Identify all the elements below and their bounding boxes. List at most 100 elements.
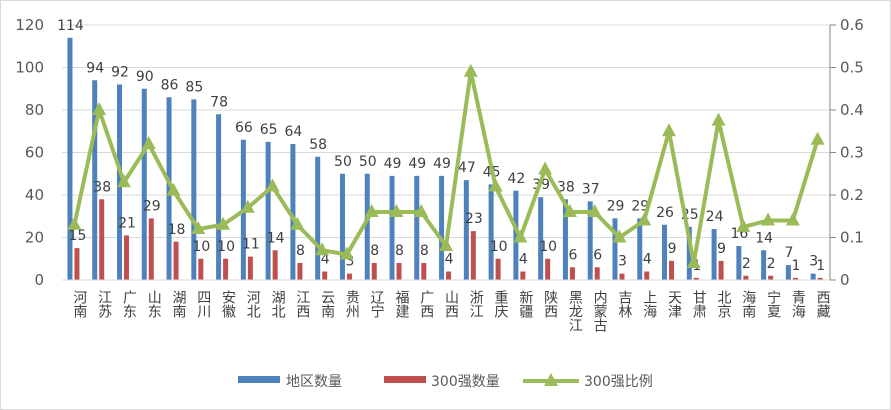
data-label-region: 66 [235,120,253,136]
y-tick-label: 40 [25,186,44,204]
x-tick-label: 甘肃 [691,290,707,318]
data-label-region: 7 [784,245,793,261]
data-label-region: 114 [57,18,84,34]
x-tick-label: 湖北 [270,290,286,319]
data-label-region: 94 [86,60,104,76]
ratio-marker [67,216,82,230]
y2-tick-label: 0.5 [840,59,864,77]
data-label-region: 38 [557,179,575,195]
data-label-region: 3 [809,254,818,270]
bar-top300-count [74,248,80,280]
data-label-region: 50 [334,154,352,170]
data-label-top300: 9 [717,241,726,257]
bar-region-count [191,99,197,280]
ratio-marker [736,218,751,232]
data-label-top300: 8 [296,243,305,259]
ratio-marker [538,161,553,175]
data-label-region: 50 [359,154,377,170]
data-label-top300: 11 [242,237,260,253]
ratio-marker [216,216,231,230]
bar-top300-count [768,275,774,280]
data-label-top300: 6 [593,247,602,263]
x-tick-label: 天津 [666,290,682,318]
x-tick-label: 陕西 [542,290,558,318]
ratio-marker [686,255,701,268]
x-tick-label: 云南 [319,290,335,318]
ratio-marker [513,229,528,243]
bar-top300-count [198,258,204,280]
y2-tick-label: 0 [840,271,850,289]
data-label-region: 42 [507,171,525,187]
ratio-marker [240,199,255,213]
bar-region-count [439,175,445,280]
data-label-top300: 4 [519,252,528,268]
legend-label-region: 地区数量 [286,374,342,390]
bar-top300-count [619,273,625,280]
ratio-marker [463,63,478,77]
bar-top300-count [446,271,452,280]
ratio-marker [439,238,453,251]
bar-top300-count [545,258,551,280]
y2-tick-label: 0.3 [840,144,864,162]
x-tick-label: 内蒙古 [592,290,608,332]
bar-region-count [364,173,370,280]
data-label-region: 47 [458,160,476,176]
data-label-region: 49 [408,156,426,172]
y-tick-label: 0 [34,271,44,289]
bar-region-count [711,229,717,280]
ratio-marker [116,174,131,188]
y-tick-label: 60 [25,144,44,162]
x-tick-label: 北京 [716,290,732,318]
bar-top300-count [173,241,179,280]
data-label-top300: 38 [93,179,111,195]
x-tick-label: 山东 [146,290,162,318]
data-label-top300: 2 [742,256,751,272]
bar-top300-count [644,271,650,280]
data-label-region: 29 [631,198,649,214]
bar-top300-count [223,258,229,280]
x-tick-label: 安徽 [220,290,236,318]
bar-top300-count [693,277,699,280]
x-tick-label: 新疆 [517,290,533,318]
ratio-marker [711,112,726,126]
bar-top300-count [594,267,600,280]
bar-region-count [389,175,395,280]
bar-region-count [662,224,668,280]
legend-swatch-region [238,376,280,383]
x-tick-label: 湖南 [170,290,186,318]
bar-region-count [166,97,172,280]
bar-region-count [686,226,692,280]
x-tick-label: 宁夏 [765,289,781,318]
bar-region-count [587,201,593,280]
bar-region-count [637,218,643,280]
x-tick-label: 四川 [195,290,211,318]
x-tick-label: 贵州 [344,290,360,318]
x-tick-label: 广东 [121,290,137,318]
data-label-top300: 23 [465,211,483,227]
bar-region-count [513,190,519,280]
ratio-marker [389,204,404,217]
bar-top300-count [421,263,427,280]
x-tick-label: 西藏 [815,290,831,318]
data-label-top300: 10 [539,239,557,255]
x-tick-label: 山西 [443,290,459,318]
legend-label-top300: 300强数量 [431,374,500,390]
bar-region-count [265,141,271,280]
y-tick-label: 120 [15,16,44,34]
bar-top300-count [569,267,575,280]
data-label-top300: 14 [267,230,285,246]
y-tick-label: 80 [25,101,44,119]
x-tick-label: 江西 [294,290,310,318]
y2-tick-label: 0.1 [840,229,864,247]
bar-region-count [414,175,420,280]
ratio-marker [637,212,652,226]
bar-region-count [488,184,494,280]
data-label-top300: 29 [143,198,161,214]
bar-top300-count [148,218,154,280]
ratio-marker [414,204,429,217]
data-label-region: 92 [111,65,129,81]
x-tick-label: 吉林 [616,290,632,318]
data-label-top300: 10 [490,239,508,255]
